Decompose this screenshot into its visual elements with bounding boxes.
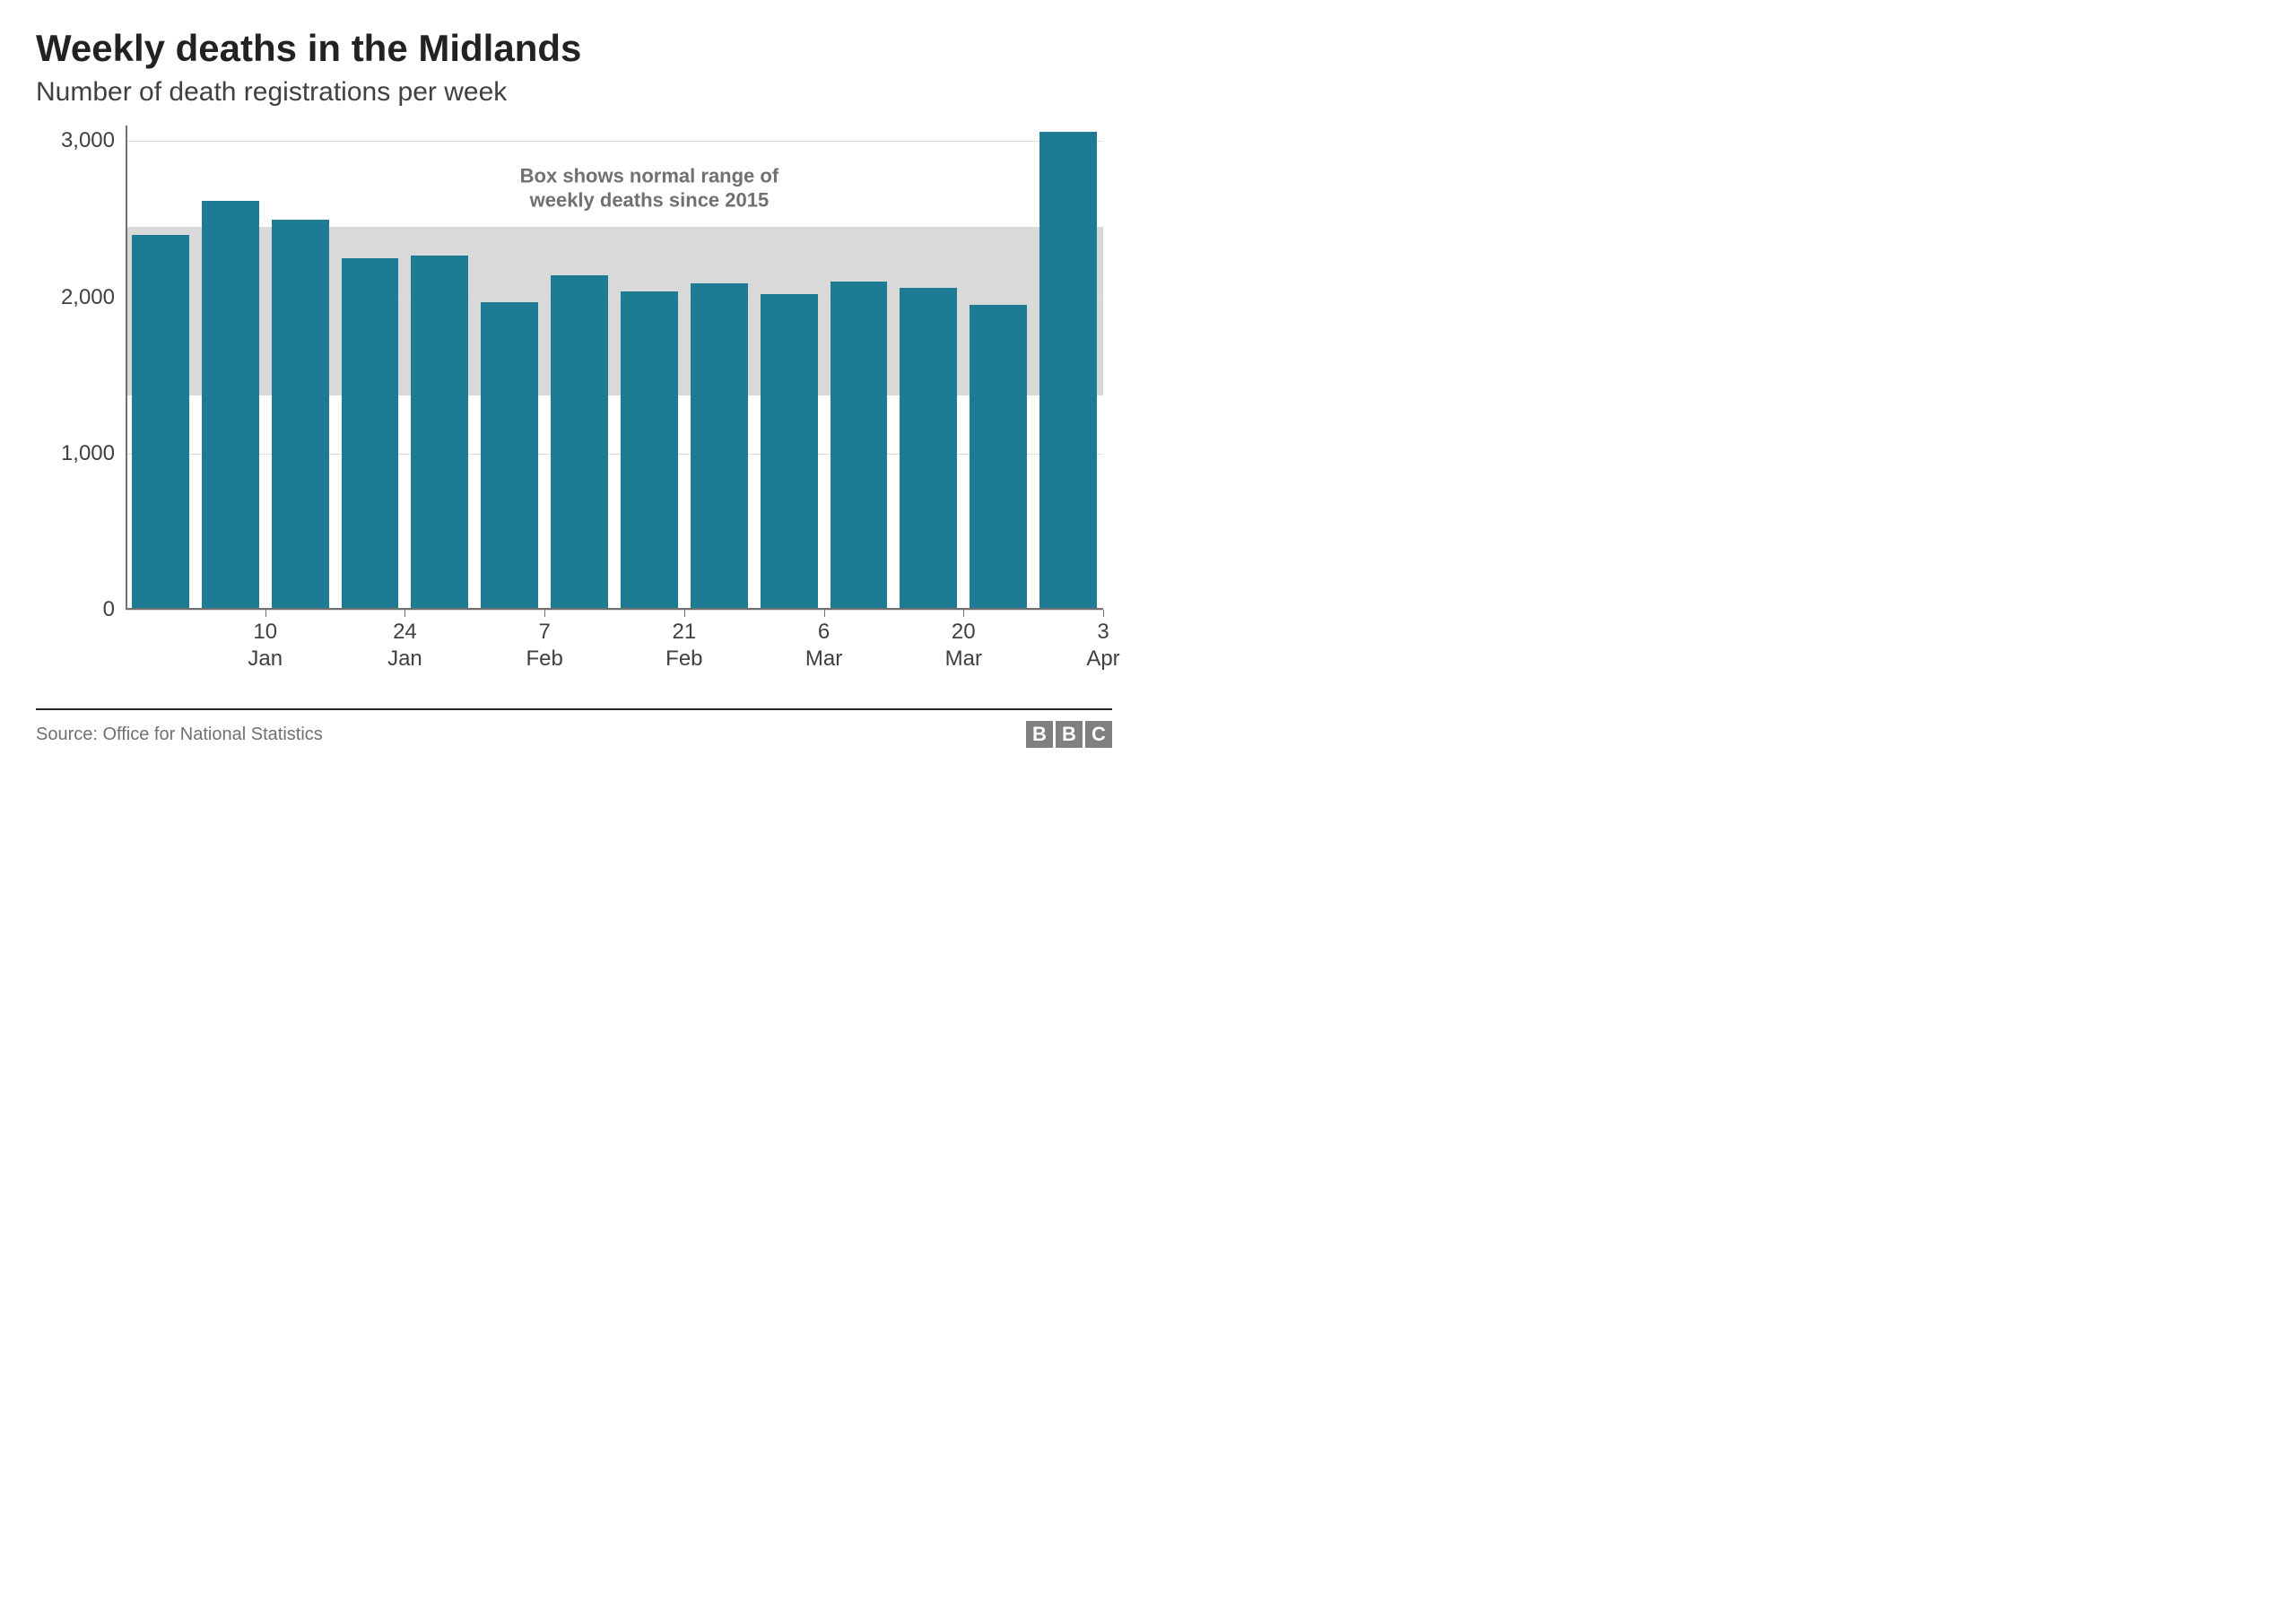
bar <box>761 294 818 610</box>
bar <box>342 258 399 610</box>
y-tick-label: 1,000 <box>40 441 126 466</box>
bar <box>970 305 1027 610</box>
bar <box>900 288 957 610</box>
bar <box>272 220 329 610</box>
y-tick-label: 0 <box>40 597 126 622</box>
plot-area: Box shows normal range of weekly deaths … <box>126 126 1103 610</box>
logo-letter: B <box>1056 721 1083 748</box>
bbc-logo: BBC <box>1026 721 1112 748</box>
y-axis-line <box>126 126 127 610</box>
y-tick-label: 2,000 <box>40 285 126 310</box>
bar <box>132 235 189 610</box>
x-tick <box>963 610 964 617</box>
x-tick <box>265 610 266 617</box>
x-tick <box>824 610 825 617</box>
x-tick-label: 10 Jan <box>248 619 283 672</box>
annotation-text: Box shows normal range of weekly deaths … <box>520 163 779 213</box>
x-tick-label: 7 Feb <box>526 619 562 672</box>
bar <box>551 275 608 610</box>
x-axis-line <box>126 608 1103 610</box>
y-tick-label: 3,000 <box>40 128 126 153</box>
x-tick <box>684 610 685 617</box>
x-tick-label: 20 Mar <box>945 619 982 672</box>
bar <box>202 201 259 610</box>
bar <box>481 302 538 610</box>
chart-subtitle: Number of death registrations per week <box>36 77 1112 108</box>
bar <box>831 282 888 610</box>
x-tick <box>404 610 405 617</box>
footer: Source: Office for National Statistics B… <box>36 721 1112 748</box>
chart-title: Weekly deaths in the Midlands <box>36 27 1112 70</box>
x-tick-label: 3 Apr <box>1086 619 1119 672</box>
bar <box>411 256 468 610</box>
bar <box>621 291 678 610</box>
x-tick-label: 6 Mar <box>805 619 842 672</box>
x-tick <box>544 610 545 617</box>
footer-rule <box>36 708 1112 710</box>
logo-letter: C <box>1085 721 1112 748</box>
bar <box>1039 132 1097 610</box>
x-tick <box>1103 610 1104 617</box>
chart-container: Box shows normal range of weekly deaths … <box>36 126 1112 681</box>
source-text: Source: Office for National Statistics <box>36 725 323 745</box>
bar <box>691 283 748 610</box>
logo-letter: B <box>1026 721 1053 748</box>
x-tick-label: 21 Feb <box>665 619 702 672</box>
x-tick-label: 24 Jan <box>387 619 422 672</box>
gridline <box>126 610 1103 611</box>
